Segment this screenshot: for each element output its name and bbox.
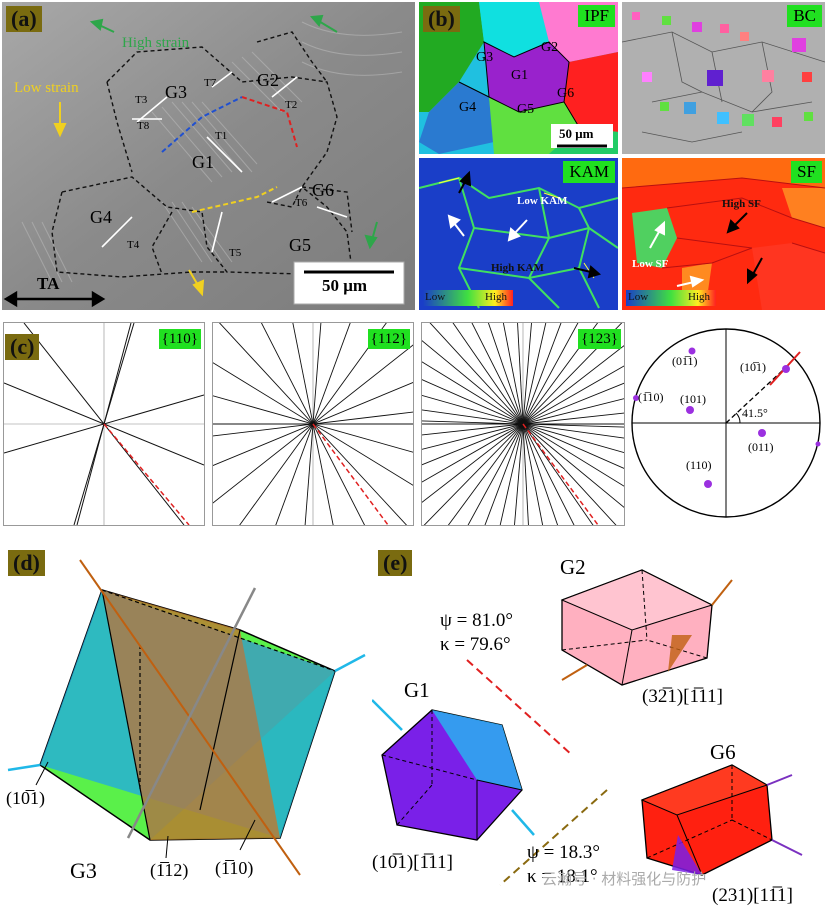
- trace-t4: T4: [127, 239, 140, 251]
- trace-plot-112: [213, 323, 413, 525]
- panel-c-label: (c): [5, 334, 40, 360]
- ipf-g5: G5: [517, 102, 535, 117]
- tag-112: {112}: [367, 329, 410, 349]
- g3-crystal: [7, 559, 366, 876]
- panel-e-drawing: [372, 569, 803, 886]
- grain-g5: G5: [289, 235, 311, 255]
- g6-label: G6: [710, 740, 736, 764]
- panel-a-label: (a): [6, 6, 42, 32]
- system-g6: (231)[11̅1]: [712, 885, 793, 906]
- scale-box: [293, 261, 405, 305]
- grain-g3: G3: [165, 82, 187, 102]
- tag-123: {123}: [578, 329, 621, 349]
- kappa-bottom: κ = 18.1°: [527, 866, 598, 887]
- sem-image: [2, 2, 415, 310]
- trace-t7: T7: [204, 77, 217, 89]
- boundary-g1-g5: [191, 186, 278, 213]
- watermark: 云瀚号 · 材料强化与防护: [542, 870, 707, 888]
- tag-110: {110}: [158, 329, 201, 349]
- g1-crystal: [372, 699, 535, 841]
- grain-g4: G4: [90, 207, 112, 227]
- trace-line: [312, 423, 389, 525]
- angle-label: 41.5°: [742, 406, 768, 420]
- kam-high-note: High KAM: [491, 262, 544, 274]
- plane-a: (10̅1): [6, 788, 45, 808]
- grain-g1: G1: [192, 152, 214, 172]
- psi-top: ψ = 81.0°: [440, 610, 513, 631]
- plane-b: (1̅12): [150, 860, 189, 880]
- pole-10m1: (10̅1): [740, 360, 766, 374]
- panel-a-sem: (a) High strain Low strain G1 G2 G3 G4 G…: [2, 2, 415, 310]
- trace-t2: T2: [285, 99, 298, 111]
- ipf-scale: 50 μm: [559, 126, 594, 141]
- panel-c-112: {112}: [212, 322, 414, 526]
- boundary-g1-g3: [161, 96, 243, 153]
- panel-b-label: (b): [423, 6, 460, 32]
- g1-label: G1: [404, 678, 430, 702]
- plane-c: (1̅10): [215, 858, 254, 878]
- pole-1m10: (1̅10): [638, 390, 664, 404]
- g6-crystal: [640, 764, 803, 876]
- ipf-g1: G1: [511, 68, 529, 83]
- trace-t5: T5: [229, 247, 242, 259]
- ipf-g4: G4: [459, 100, 477, 115]
- grain-g6: G6: [312, 180, 334, 200]
- ipf-g6: G6: [557, 86, 575, 101]
- system-g2: (32̅1)[1̅11]: [642, 686, 723, 707]
- kam-bar-high: High: [485, 291, 507, 303]
- trace-t3: T3: [135, 94, 148, 106]
- tag-sf: SF: [791, 161, 822, 183]
- panel-e: (e) G1 G2 G6 ψ = 81.0° κ = 79.6° ψ = 18.…: [372, 540, 827, 911]
- trace-t1: T1: [215, 130, 228, 142]
- pole-figure: (01̅1) (10̅1) (1̅10) (101) (011) (110) 4…: [630, 322, 827, 524]
- scale-text: 50 μm: [322, 276, 368, 295]
- tag-ipf: IPF: [578, 5, 615, 27]
- sf-bar-low: Low: [628, 291, 649, 303]
- high-strain-note: High strain: [122, 35, 190, 51]
- pole-101: (101): [680, 392, 706, 406]
- low-strain-note: Low strain: [14, 80, 79, 96]
- panel-d: (d) G3 (10̅1) (1̅12) (1̅10): [0, 540, 370, 911]
- trace-plot-123: [422, 323, 624, 525]
- misorientation-line-bottom: [499, 789, 608, 886]
- grain-g2: G2: [257, 70, 279, 90]
- panel-d-label: (d): [8, 550, 45, 576]
- misorientation-line-top: [466, 659, 573, 756]
- sf-low-note: Low SF: [632, 258, 669, 270]
- ta-label: TA: [37, 274, 60, 293]
- pole-011: (011): [748, 440, 774, 454]
- bc-cubes: [632, 12, 813, 127]
- kam-bar-low: Low: [425, 291, 446, 303]
- tag-bc: BC: [787, 5, 822, 27]
- kappa-top: κ = 79.6°: [440, 634, 511, 655]
- ipf-g2: G2: [541, 40, 559, 55]
- g2-label: G2: [560, 555, 586, 579]
- panel-e-label: (e): [378, 550, 413, 576]
- sf-map: SF High SF Low SF Low High: [622, 158, 825, 310]
- trace-t8: T8: [137, 120, 150, 132]
- grain-g3-label: G3: [70, 858, 97, 883]
- sf-high-note: High SF: [722, 198, 761, 210]
- ipf-g3: G3: [476, 50, 494, 65]
- trace-line: [522, 423, 599, 525]
- system-g1: (10̅1)[1̅11]: [372, 852, 453, 873]
- panel-b: IPF G1 G2 G3 G4 G5 G6 50 μm: [419, 2, 825, 310]
- pole-110: (110): [686, 458, 712, 472]
- trace-plot-110: [4, 323, 204, 525]
- kam-map: KAM Low KAM High KAM Low High: [419, 158, 618, 310]
- psi-bottom: ψ = 18.3°: [527, 842, 600, 863]
- sf-bar-high: High: [688, 291, 710, 303]
- tag-kam: KAM: [563, 161, 615, 183]
- panel-c-123: {123}: [421, 322, 625, 526]
- pole-01m1: (01̅1): [672, 354, 698, 368]
- g2-crystal: [560, 569, 733, 686]
- kam-low-note: Low KAM: [517, 195, 568, 207]
- bc-map: BC: [622, 2, 825, 154]
- trace-t6: T6: [295, 197, 308, 209]
